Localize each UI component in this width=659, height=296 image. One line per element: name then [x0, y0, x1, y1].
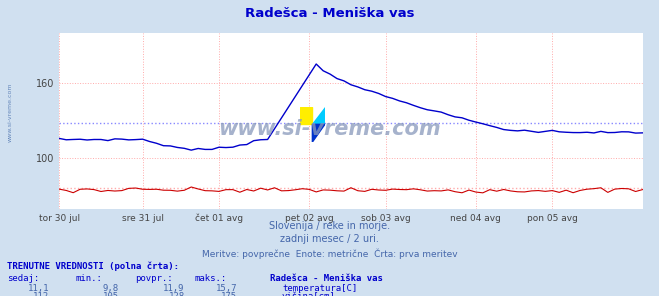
Text: Radešca - Meniška vas: Radešca - Meniška vas [244, 7, 415, 20]
Polygon shape [312, 107, 325, 124]
Text: 11,1: 11,1 [28, 284, 49, 292]
Text: sedaj:: sedaj: [7, 274, 39, 283]
Text: 128: 128 [169, 292, 185, 296]
Text: TRENUTNE VREDNOSTI (polna črta):: TRENUTNE VREDNOSTI (polna črta): [7, 262, 179, 271]
Text: povpr.:: povpr.: [135, 274, 173, 283]
Text: www.si-vreme.com: www.si-vreme.com [8, 83, 13, 142]
Text: 175: 175 [221, 292, 237, 296]
Bar [300, 107, 312, 124]
Text: Radešca - Meniška vas: Radešca - Meniška vas [270, 274, 383, 283]
Text: 105: 105 [103, 292, 119, 296]
Polygon shape [312, 124, 325, 142]
Text: maks.:: maks.: [194, 274, 227, 283]
Text: Slovenija / reke in morje.: Slovenija / reke in morje. [269, 221, 390, 231]
Text: 11,9: 11,9 [163, 284, 185, 292]
Text: temperatura[C]: temperatura[C] [282, 284, 357, 292]
Text: min.:: min.: [76, 274, 103, 283]
Text: 15,7: 15,7 [215, 284, 237, 292]
Text: 112: 112 [34, 292, 49, 296]
Text: višina[cm]: višina[cm] [282, 292, 336, 296]
Text: 9,8: 9,8 [103, 284, 119, 292]
Text: zadnji mesec / 2 uri.: zadnji mesec / 2 uri. [280, 234, 379, 244]
Text: www.si-vreme.com: www.si-vreme.com [218, 119, 441, 139]
Text: Meritve: povprečne  Enote: metrične  Črta: prva meritev: Meritve: povprečne Enote: metrične Črta:… [202, 248, 457, 258]
